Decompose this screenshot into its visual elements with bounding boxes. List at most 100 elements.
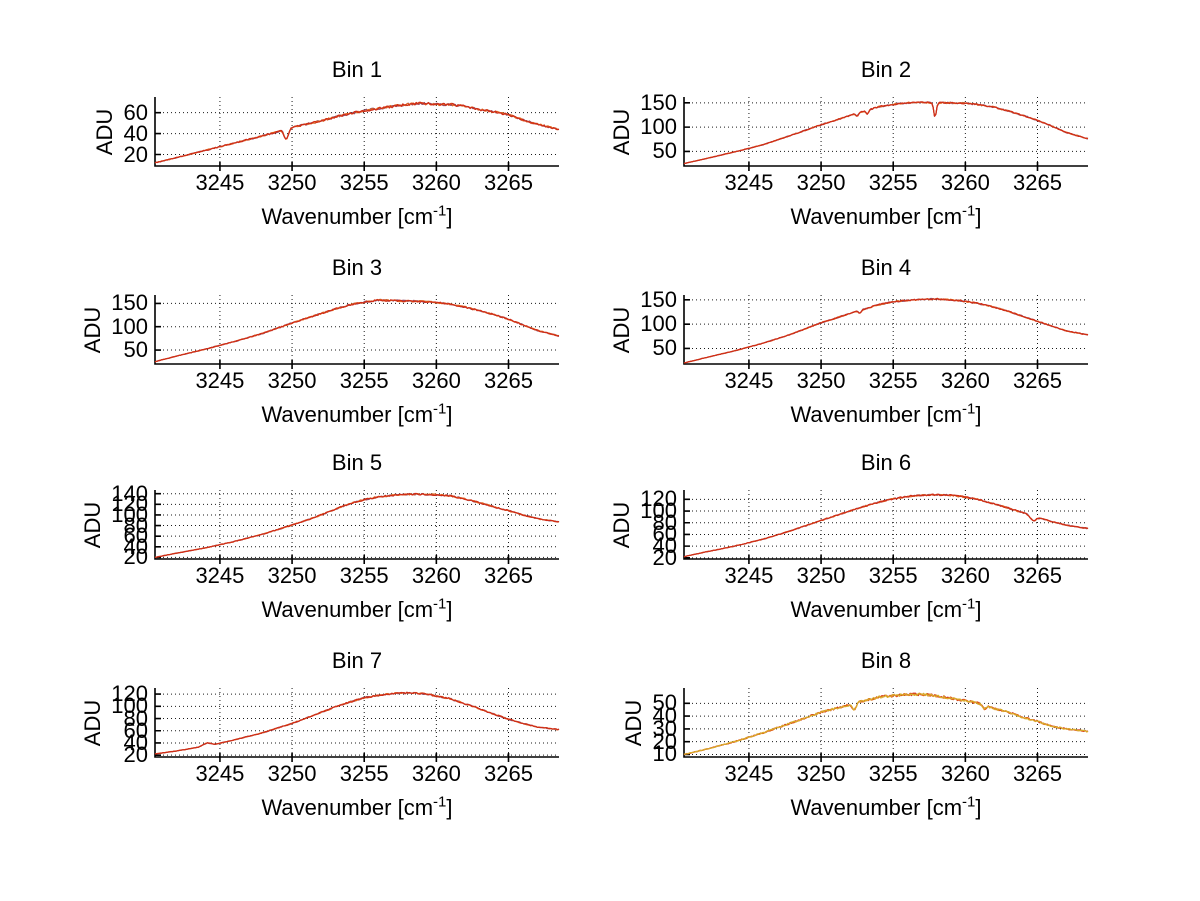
x-tick-label: 3250 — [796, 761, 846, 786]
y-tick-label: 60 — [123, 523, 148, 549]
spectrum-line — [154, 298, 560, 363]
plot-area — [683, 688, 1089, 762]
x-tick-label: 3260 — [940, 563, 990, 588]
subplot-title: Bin 4 — [860, 255, 912, 280]
x-axis-label-close: ] — [446, 204, 453, 229]
y-tick-label: 40 — [123, 120, 148, 146]
x-axis-label-text: Wavenumber [cm — [261, 204, 434, 229]
x-axis-label-sup: -1 — [433, 400, 447, 418]
x-tick-label: 3255 — [339, 761, 389, 786]
y-tick-label: 100 — [640, 311, 677, 337]
y-tick-label: 100 — [111, 313, 148, 339]
y-tick-label: 40 — [123, 533, 148, 559]
x-tick-label: 3245 — [724, 563, 774, 588]
x-tick-label: 3265 — [484, 563, 533, 588]
x-axis-label-text: Wavenumber [cm — [790, 402, 963, 427]
axis-ticks — [155, 693, 510, 762]
y-tick-label: 60 — [123, 99, 148, 125]
spectrum-line — [683, 493, 1089, 558]
spectrum-line — [683, 692, 1089, 755]
x-tick-label: 3265 — [1013, 563, 1062, 588]
x-tick-label: 3245 — [195, 368, 245, 393]
axis-lines — [154, 97, 559, 167]
x-tick-label: 3245 — [195, 761, 245, 786]
axis-lines — [154, 688, 559, 758]
spectrum-line — [683, 493, 1089, 558]
gridlines — [155, 490, 559, 559]
x-axis-label-sup: -1 — [962, 202, 976, 220]
y-tick-label: 100 — [111, 693, 148, 719]
x-axis-label: Wavenumber [cm-1] — [684, 400, 1088, 427]
y-tick-label: 20 — [123, 742, 148, 768]
x-axis-label-sup: -1 — [433, 793, 447, 811]
x-tick-label: 3260 — [940, 170, 990, 195]
y-tick-label: 20 — [123, 544, 148, 570]
y-tick-label: 50 — [652, 335, 677, 361]
x-axis-label: Wavenumber [cm-1] — [155, 793, 559, 820]
y-tick-label: 150 — [111, 290, 148, 316]
spectrum-line — [154, 691, 560, 755]
x-tick-label: 3255 — [339, 368, 389, 393]
x-axis-label-text: Wavenumber [cm — [790, 597, 963, 622]
x-tick-label: 3260 — [411, 170, 461, 195]
spectrum-line — [683, 692, 1089, 755]
y-tick-label: 20 — [652, 728, 677, 754]
plot-area — [154, 688, 560, 762]
axis-ticks — [155, 111, 510, 171]
x-axis-label-close: ] — [975, 795, 982, 820]
y-tick-label: 50 — [123, 337, 148, 362]
x-axis-label-sup: -1 — [962, 793, 976, 811]
axis-ticks — [684, 102, 1039, 171]
x-tick-label: 3255 — [868, 761, 918, 786]
x-axis-label: Wavenumber [cm-1] — [684, 597, 1088, 622]
x-axis-label: Wavenumber [cm-1] — [684, 793, 1088, 820]
gridlines — [155, 97, 559, 166]
x-tick-label: 3260 — [940, 368, 990, 393]
spectrum-line — [683, 101, 1089, 165]
x-tick-label: 3260 — [411, 368, 461, 393]
y-tick-label: 100 — [111, 501, 148, 527]
y-tick-label: 150 — [640, 286, 677, 312]
spectrum-line — [154, 691, 560, 755]
y-tick-label: 80 — [123, 705, 148, 731]
axis-lines — [683, 688, 1088, 758]
gridlines — [155, 688, 559, 757]
x-axis-label-text: Wavenumber [cm — [261, 597, 434, 622]
x-tick-label: 3260 — [940, 761, 990, 786]
subplot-title: Bin 2 — [860, 57, 912, 82]
y-tick-label: 140 — [111, 480, 148, 506]
x-tick-label: 3255 — [339, 170, 389, 195]
spectrum-line — [683, 101, 1089, 165]
x-axis-label-close: ] — [975, 402, 982, 427]
x-axis-label-sup: -1 — [433, 202, 447, 220]
x-tick-label: 3245 — [195, 170, 245, 195]
x-tick-label: 3255 — [868, 368, 918, 393]
x-tick-label: 3265 — [484, 170, 533, 195]
spectrum-line — [683, 493, 1089, 558]
y-tick-label: 80 — [652, 509, 677, 535]
subplot-title: Bin 1 — [331, 57, 383, 82]
x-tick-label: 3250 — [267, 170, 317, 195]
x-tick-label: 3245 — [724, 761, 774, 786]
x-axis-label: Wavenumber [cm-1] — [155, 202, 559, 229]
x-axis-label-close: ] — [446, 795, 453, 820]
plot-area — [154, 97, 560, 171]
x-tick-label: 3255 — [868, 170, 918, 195]
x-tick-label: 3245 — [195, 563, 245, 588]
spectrum-line — [683, 692, 1089, 756]
x-tick-label: 3265 — [484, 761, 533, 786]
spectrum-line — [154, 101, 560, 164]
subplot-title: Bin 3 — [331, 255, 383, 280]
y-tick-label: 100 — [640, 498, 677, 524]
x-tick-label: 3250 — [267, 563, 317, 588]
x-tick-label: 3250 — [796, 170, 846, 195]
y-tick-label: 60 — [652, 521, 677, 547]
y-tick-label: 120 — [111, 491, 148, 517]
x-tick-label: 3250 — [796, 368, 846, 393]
spectrum-line — [683, 297, 1089, 364]
axis-ticks — [155, 302, 510, 369]
x-axis-label: Wavenumber [cm-1] — [684, 202, 1088, 228]
y-tick-label: 120 — [111, 681, 148, 707]
x-axis-label-sup: -1 — [962, 400, 976, 418]
